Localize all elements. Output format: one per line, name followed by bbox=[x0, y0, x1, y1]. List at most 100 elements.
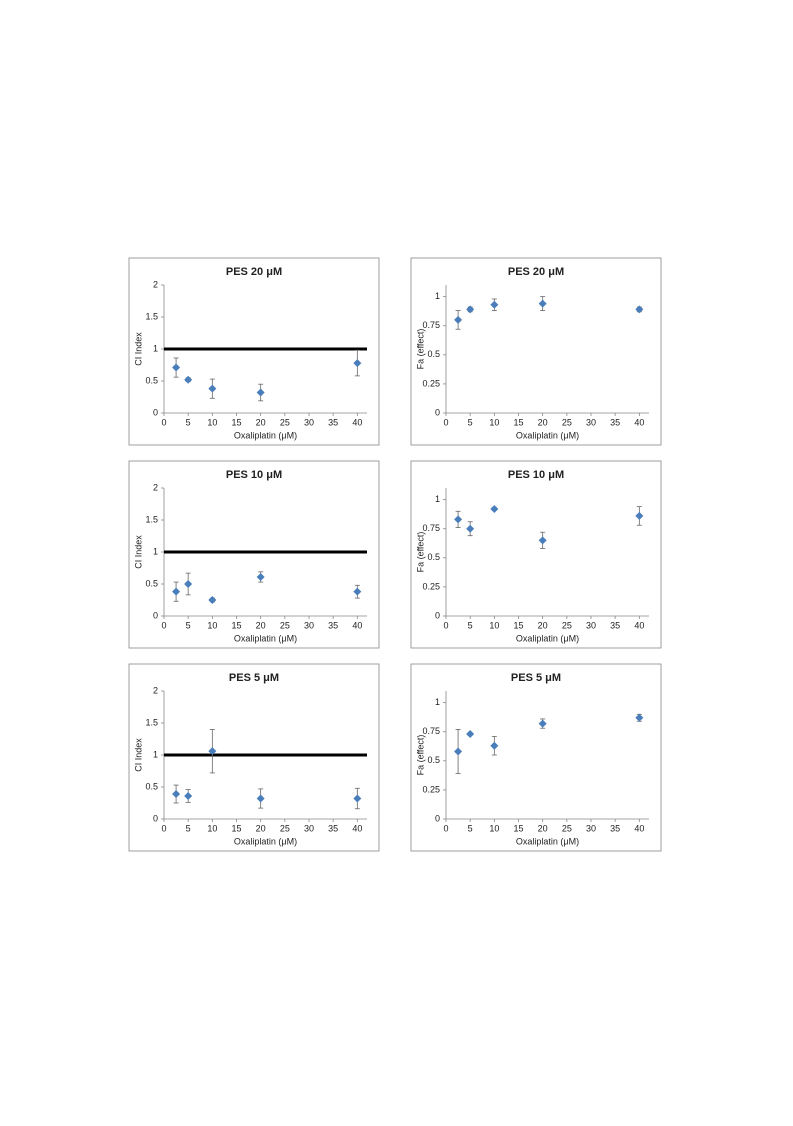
point bbox=[256, 388, 265, 397]
y-axis-label: CI Index bbox=[133, 738, 143, 772]
point bbox=[538, 719, 547, 728]
point bbox=[172, 790, 181, 799]
point bbox=[635, 713, 644, 722]
point bbox=[466, 305, 475, 314]
y-tick-label: 0.25 bbox=[422, 784, 440, 794]
y-tick-label: 0.5 bbox=[145, 578, 158, 588]
y-axis-label: Fa (effect) bbox=[415, 735, 425, 776]
y-tick-label: 0 bbox=[153, 610, 158, 620]
x-tick-label: 20 bbox=[538, 417, 548, 427]
point bbox=[454, 315, 463, 324]
y-tick-label: 0.75 bbox=[422, 523, 440, 533]
x-tick-label: 15 bbox=[231, 823, 241, 833]
x-tick-label: 10 bbox=[207, 620, 217, 630]
y-tick-label: 0 bbox=[435, 407, 440, 417]
x-tick-label: 35 bbox=[610, 823, 620, 833]
y-tick-label: 0.5 bbox=[427, 349, 440, 359]
x-tick-label: 30 bbox=[586, 823, 596, 833]
x-tick-label: 30 bbox=[304, 620, 314, 630]
x-tick-label: 40 bbox=[352, 417, 362, 427]
y-tick-label: 2 bbox=[153, 685, 158, 695]
chart: PES 10 μM Oxaliplatin (μM) CI Index 0 0.5 1 1.… bbox=[128, 460, 380, 649]
chart: PES 20 μM Oxaliplatin (μM) CI Index 0 0.5 1 1.… bbox=[128, 257, 380, 446]
x-axis-label: Oxaliplatin (μM) bbox=[516, 633, 579, 643]
y-tick-label: 0.25 bbox=[422, 378, 440, 388]
y-tick-label: 0 bbox=[435, 610, 440, 620]
point bbox=[208, 596, 217, 604]
x-tick-label: 30 bbox=[304, 417, 314, 427]
x-tick-label: 30 bbox=[586, 417, 596, 427]
point bbox=[184, 791, 193, 800]
x-tick-label: 0 bbox=[161, 620, 166, 630]
x-tick-label: 25 bbox=[280, 823, 290, 833]
point bbox=[184, 375, 193, 384]
x-tick-label: 0 bbox=[443, 620, 448, 630]
y-tick-label: 0 bbox=[153, 813, 158, 823]
point bbox=[172, 363, 181, 372]
point bbox=[184, 580, 193, 588]
x-tick-label: 30 bbox=[586, 620, 596, 630]
y-tick-label: 1 bbox=[435, 291, 440, 301]
x-tick-label: 35 bbox=[610, 417, 620, 427]
y-tick-label: 1 bbox=[153, 546, 158, 556]
x-tick-label: 25 bbox=[562, 417, 572, 427]
x-tick-label: 10 bbox=[207, 823, 217, 833]
chart: PES 5 μM Oxaliplatin (μM) CI Index 0 0.5 1 1.5… bbox=[128, 663, 380, 852]
y-tick-label: 0 bbox=[435, 813, 440, 823]
y-tick-label: 0.75 bbox=[422, 726, 440, 736]
chart-title: PES 20 μM bbox=[226, 266, 282, 278]
chart-frame bbox=[410, 663, 662, 852]
point bbox=[172, 587, 181, 596]
x-tick-label: 15 bbox=[231, 417, 241, 427]
x-tick-label: 0 bbox=[443, 417, 448, 427]
x-tick-label: 15 bbox=[513, 620, 523, 630]
point bbox=[490, 504, 499, 513]
x-tick-label: 15 bbox=[513, 417, 523, 427]
y-tick-label: 2 bbox=[153, 279, 158, 289]
point bbox=[635, 305, 644, 314]
point bbox=[466, 730, 475, 739]
x-tick-label: 25 bbox=[280, 620, 290, 630]
chart-frame bbox=[128, 257, 380, 446]
x-tick-label: 5 bbox=[186, 417, 191, 427]
chart-title: PES 10 μM bbox=[226, 469, 282, 481]
x-tick-label: 40 bbox=[634, 823, 644, 833]
y-tick-label: 1 bbox=[153, 343, 158, 353]
point bbox=[635, 511, 644, 520]
x-tick-label: 40 bbox=[634, 417, 644, 427]
y-tick-label: 1.5 bbox=[145, 514, 158, 524]
x-axis-label: Oxaliplatin (μM) bbox=[234, 633, 297, 643]
y-tick-label: 0 bbox=[153, 407, 158, 417]
chart-title: PES 5 μM bbox=[229, 672, 279, 684]
chart: PES 20 μM Oxaliplatin (μM) Fa (effect) 0 0.2… bbox=[410, 257, 662, 446]
point bbox=[466, 524, 475, 533]
y-tick-label: 1.5 bbox=[145, 311, 158, 321]
x-tick-label: 35 bbox=[328, 417, 338, 427]
y-tick-label: 2 bbox=[153, 482, 158, 492]
x-tick-label: 40 bbox=[634, 620, 644, 630]
y-tick-label: 0.75 bbox=[422, 320, 440, 330]
point bbox=[353, 587, 362, 596]
chart-frame bbox=[128, 460, 380, 649]
y-tick-label: 1 bbox=[153, 749, 158, 759]
x-tick-label: 0 bbox=[161, 417, 166, 427]
x-tick-label: 5 bbox=[186, 620, 191, 630]
chart-frame bbox=[410, 257, 662, 446]
x-tick-label: 10 bbox=[489, 417, 499, 427]
point bbox=[208, 747, 217, 756]
x-tick-label: 20 bbox=[256, 620, 266, 630]
x-tick-label: 35 bbox=[328, 823, 338, 833]
x-tick-label: 0 bbox=[443, 823, 448, 833]
x-tick-label: 20 bbox=[538, 620, 548, 630]
y-tick-label: 0.5 bbox=[427, 552, 440, 562]
point bbox=[538, 536, 547, 545]
y-axis-label: Fa (effect) bbox=[415, 329, 425, 370]
chart-frame bbox=[128, 663, 380, 852]
point bbox=[208, 384, 217, 393]
x-axis-label: Oxaliplatin (μM) bbox=[234, 430, 297, 440]
point bbox=[353, 359, 362, 368]
point bbox=[256, 794, 265, 803]
chart-title: PES 5 μM bbox=[511, 672, 561, 684]
x-tick-label: 20 bbox=[538, 823, 548, 833]
